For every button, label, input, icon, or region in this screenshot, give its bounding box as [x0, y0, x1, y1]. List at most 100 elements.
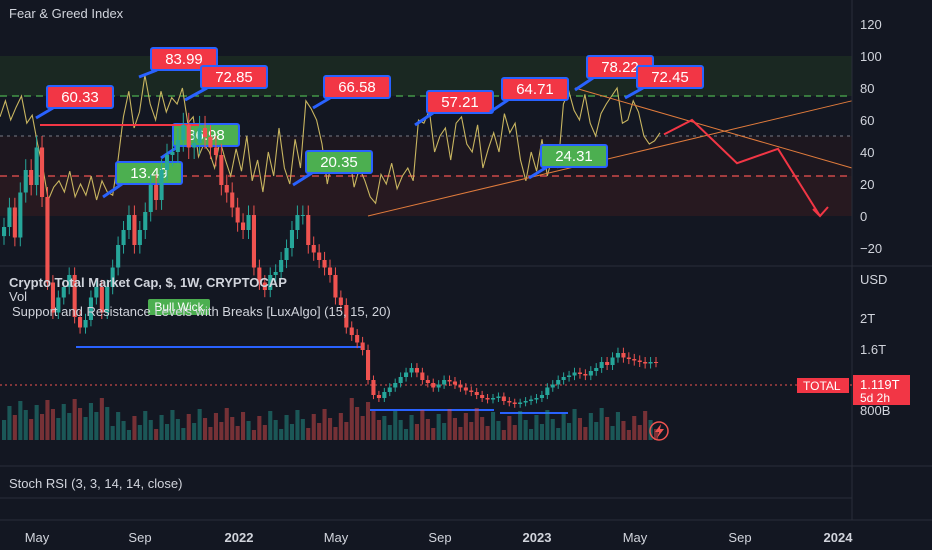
- volume-bar: [507, 416, 512, 440]
- volume-bar: [78, 408, 83, 440]
- callout-value: 57.21: [441, 94, 479, 111]
- volume-bar: [116, 412, 121, 440]
- volume-bar: [425, 419, 430, 440]
- volume-bar: [637, 425, 642, 440]
- volume-bar: [480, 417, 485, 440]
- candle-body: [382, 392, 387, 398]
- volume-bar: [409, 415, 414, 440]
- candle-body: [452, 381, 457, 385]
- volume-bar: [338, 413, 343, 440]
- candle-body: [632, 359, 637, 361]
- x-axis-label: 2023: [523, 530, 552, 545]
- fear-greed-title: Fear & Greed Index: [9, 6, 124, 21]
- candle-body: [599, 362, 604, 368]
- volume-bar: [382, 416, 387, 440]
- volume-bar: [610, 426, 615, 440]
- candle-body: [175, 140, 180, 152]
- indicator-label[interactable]: Support and Resistance Levels with Break…: [12, 304, 391, 319]
- callout-pointer: [414, 111, 434, 127]
- volume-bar: [50, 409, 55, 440]
- volume-bar: [29, 419, 34, 440]
- fg-y-tick: 60: [860, 113, 874, 128]
- x-axis-label: 2024: [824, 530, 854, 545]
- volume-bar: [219, 422, 224, 440]
- volume-bar: [545, 410, 550, 440]
- volume-bar: [203, 418, 208, 440]
- candle-body: [360, 342, 365, 350]
- callout-value: 83.99: [165, 51, 203, 68]
- volume-bar: [34, 405, 39, 440]
- volume-bar: [588, 413, 593, 440]
- price-value-badge: 1.119T: [860, 377, 900, 392]
- volume-bar: [306, 428, 311, 440]
- volume-bar: [436, 414, 441, 440]
- candle-body: [561, 377, 566, 380]
- price-pane-title[interactable]: Crypto Total Market Cap, $, 1W, CRYPTOCA…: [9, 275, 287, 290]
- candle-body: [496, 396, 501, 398]
- candle-body: [333, 275, 338, 298]
- candle-body: [203, 128, 208, 137]
- price-y-tick: 1.6T: [860, 342, 886, 357]
- candle-body: [518, 402, 523, 404]
- fear-greed-callout: 66.58: [312, 75, 391, 110]
- candle-body: [83, 320, 88, 328]
- stoch-rsi-label[interactable]: Stoch RSI (3, 3, 14, 14, close): [9, 476, 183, 491]
- volume-bar: [224, 408, 229, 440]
- volume-bar: [40, 414, 45, 440]
- candle-body: [355, 335, 360, 343]
- volume-bar: [583, 427, 588, 440]
- volume-bar: [442, 423, 447, 440]
- volume-bar: [213, 413, 218, 440]
- candle-body: [262, 282, 267, 290]
- volume-bar: [626, 430, 631, 440]
- volume-bar: [121, 421, 126, 440]
- fg-y-tick: 40: [860, 145, 874, 160]
- volume-bar: [360, 416, 365, 440]
- callout-pointer: [184, 86, 208, 102]
- callout-box: [150, 47, 218, 71]
- candle-body: [485, 398, 490, 400]
- volume-bar: [577, 418, 582, 440]
- volume-bar: [518, 411, 523, 440]
- candle-body: [88, 297, 93, 320]
- candle-body: [110, 267, 115, 287]
- candle-body: [306, 215, 311, 245]
- candle-body: [186, 125, 191, 148]
- candle-body: [72, 275, 77, 317]
- volume-label[interactable]: Vol: [9, 289, 28, 304]
- total-badge-bg: [797, 378, 849, 393]
- candle-body: [230, 192, 235, 208]
- candle-body: [197, 128, 202, 143]
- fg-y-tick: −20: [860, 241, 882, 256]
- candle-body: [213, 147, 218, 155]
- volume-bar: [349, 398, 354, 440]
- candle-body: [583, 374, 588, 376]
- candle-body: [572, 372, 577, 376]
- volume-bar: [230, 417, 235, 440]
- candle-body: [474, 392, 479, 395]
- candle-body: [610, 357, 615, 365]
- volume-bar: [148, 420, 153, 440]
- candle-body: [273, 272, 278, 275]
- fear-greed-callout: 72.85: [184, 65, 268, 102]
- volume-bar: [567, 423, 572, 440]
- currency-label: USD: [860, 272, 888, 287]
- x-axis-label: May: [324, 530, 349, 545]
- volume-bar: [463, 413, 468, 440]
- candle-body: [491, 398, 496, 400]
- candle-body: [289, 230, 294, 248]
- candle-body: [257, 267, 262, 283]
- volume-bar: [376, 420, 381, 440]
- candle-body: [621, 353, 626, 358]
- volume-bar: [295, 410, 300, 440]
- volume-bar: [132, 416, 137, 440]
- volume-bar: [469, 422, 474, 440]
- candle-body: [224, 185, 229, 193]
- candle-body: [556, 380, 561, 385]
- volume-bar: [257, 416, 262, 440]
- candle-body: [12, 207, 17, 238]
- volume-bar: [192, 423, 197, 440]
- volume-bar: [67, 413, 72, 440]
- volume-bar: [458, 427, 463, 440]
